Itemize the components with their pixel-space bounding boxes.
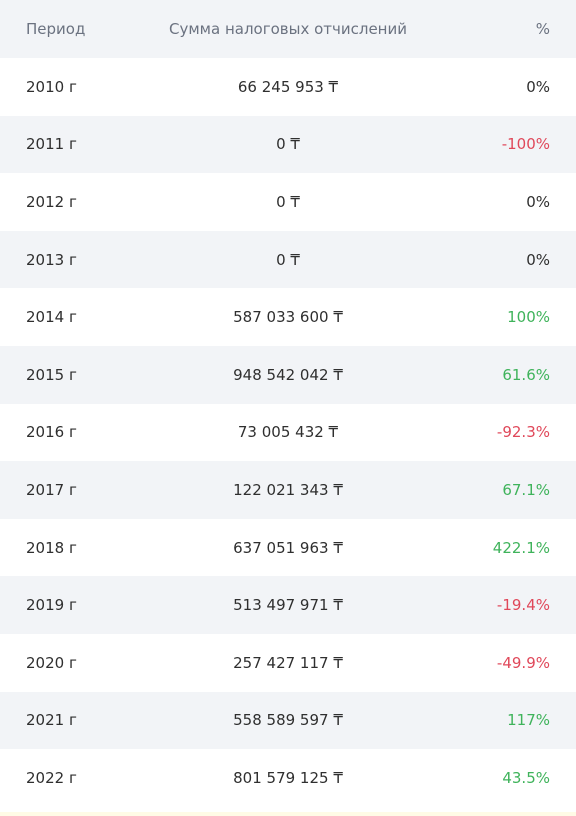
- row-period: 2018 г: [26, 538, 77, 557]
- table-row: 2021 г 558 589 597 ₸ 117%: [0, 691, 576, 750]
- row-percent: 43.5%: [502, 768, 550, 787]
- row-percent: 0%: [526, 192, 550, 211]
- row-amount: 637 051 963 ₸: [233, 538, 343, 557]
- row-period: 2020 г: [26, 653, 77, 672]
- row-percent: 0%: [526, 250, 550, 269]
- row-percent: 422.1%: [492, 538, 550, 557]
- table-row: 2022 г 801 579 125 ₸ 43.5%: [0, 749, 576, 807]
- table-row: 2019 г 513 497 971 ₸ -19.4%: [0, 576, 576, 634]
- row-amount: 122 021 343 ₸: [233, 480, 343, 499]
- row-period: 2010 г: [26, 77, 77, 96]
- row-period: 2015 г: [26, 365, 77, 384]
- table-row: 2017 г 122 021 343 ₸ 67.1%: [0, 461, 576, 519]
- row-amount: 558 589 597 ₸: [233, 711, 343, 730]
- row-period: 2014 г: [26, 308, 77, 327]
- table-row: 2020 г 257 427 117 ₸ -49.9%: [0, 634, 576, 692]
- row-percent: -92.3%: [496, 423, 550, 442]
- row-period: 2016 г: [26, 423, 77, 442]
- table-row: 2011 г 0 ₸ -100%: [0, 115, 576, 174]
- row-period: 2013 г: [26, 250, 77, 269]
- row-percent: 117%: [507, 711, 550, 730]
- row-percent: 0%: [526, 77, 550, 96]
- row-amount: 587 033 600 ₸: [233, 308, 343, 327]
- row-amount: 801 579 125 ₸: [233, 768, 343, 787]
- header-amount: Сумма налоговых отчислений: [169, 20, 407, 38]
- header-period: Период: [26, 20, 86, 38]
- row-percent: -49.9%: [496, 653, 550, 672]
- bottom-divider: [0, 812, 576, 816]
- header-percent: %: [535, 20, 550, 38]
- table-row: 2016 г 73 005 432 ₸ -92.3%: [0, 404, 576, 462]
- table-row: 2018 г 637 051 963 ₸ 422.1%: [0, 519, 576, 577]
- row-percent: 100%: [507, 308, 550, 327]
- table-row: 2015 г 948 542 042 ₸ 61.6%: [0, 345, 576, 404]
- row-period: 2011 г: [26, 135, 77, 154]
- table-row: 2010 г 66 245 953 ₸ 0%: [0, 58, 576, 116]
- row-amount: 513 497 971 ₸: [233, 596, 343, 615]
- row-amount: 0 ₸: [276, 135, 300, 154]
- row-amount: 66 245 953 ₸: [237, 77, 339, 96]
- table-row: 2014 г 587 033 600 ₸ 100%: [0, 288, 576, 346]
- row-percent: 67.1%: [502, 480, 550, 499]
- row-amount: 257 427 117 ₸: [233, 653, 343, 672]
- row-period: 2012 г: [26, 192, 77, 211]
- row-period: 2019 г: [26, 596, 77, 615]
- row-amount: 73 005 432 ₸: [237, 423, 339, 442]
- table-row: 2013 г 0 ₸ 0%: [0, 230, 576, 289]
- row-percent: 61.6%: [502, 365, 550, 384]
- row-period: 2022 г: [26, 768, 77, 787]
- row-amount: 0 ₸: [276, 250, 300, 269]
- table-header: Период Сумма налоговых отчислений %: [0, 0, 576, 58]
- row-percent: -19.4%: [496, 596, 550, 615]
- table-row: 2012 г 0 ₸ 0%: [0, 173, 576, 231]
- row-amount: 948 542 042 ₸: [233, 365, 343, 384]
- row-percent: -100%: [501, 135, 550, 154]
- row-amount: 0 ₸: [276, 192, 300, 211]
- row-period: 2021 г: [26, 711, 77, 730]
- row-period: 2017 г: [26, 480, 77, 499]
